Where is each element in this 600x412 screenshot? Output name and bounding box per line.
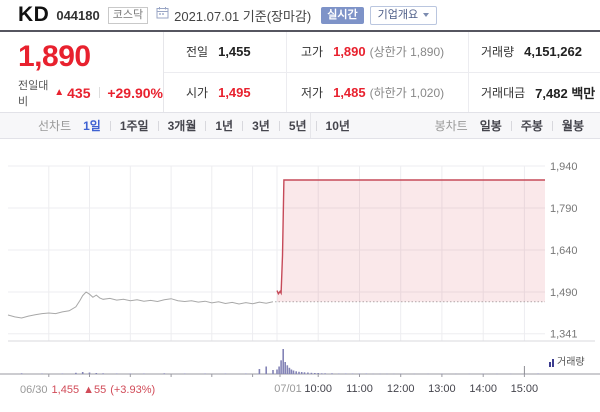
- change-percent: +29.90%: [107, 85, 163, 101]
- company-overview-label: 기업개요: [378, 9, 418, 22]
- stock-code: 044180: [56, 8, 99, 23]
- volume-legend-label: 거래량: [557, 353, 585, 368]
- current-price: 1,890: [18, 41, 163, 73]
- divider: [158, 121, 159, 131]
- divider: [99, 87, 100, 98]
- chevron-down-icon: [423, 13, 429, 17]
- y-axis-label: 1,490: [550, 287, 578, 299]
- limit-down-note: (하한가 1,020): [370, 84, 444, 101]
- trade-value-value: 7,482 백만: [535, 83, 595, 102]
- up-arrow-icon: ▲: [54, 87, 64, 98]
- divider: [552, 121, 553, 131]
- change-label: 전일대비: [18, 77, 51, 109]
- tab-1주일[interactable]: 1주일: [120, 117, 149, 134]
- realtime-badge[interactable]: 실시간: [321, 7, 363, 24]
- volume-value: 4,151,262: [524, 44, 582, 59]
- divider: [316, 121, 317, 131]
- calendar-icon: [156, 6, 169, 24]
- y-axis-label: 1,790: [550, 203, 578, 215]
- tab-월봉[interactable]: 월봉: [562, 117, 584, 134]
- current-day-area: [277, 180, 545, 302]
- change-value: 435: [67, 85, 90, 101]
- line-chart-label: 선차트: [38, 117, 71, 134]
- divider: [110, 121, 111, 131]
- divider: [279, 121, 280, 131]
- x-axis-label: 13:00: [428, 383, 456, 395]
- tab-3년[interactable]: 3년: [252, 117, 270, 134]
- tab-일봉[interactable]: 일봉: [480, 117, 502, 134]
- limit-up-note: (상한가 1,890): [370, 43, 444, 60]
- candle-chart-label: 봉차트: [435, 117, 468, 134]
- volume-legend: 거래량: [549, 353, 585, 368]
- prev-day-line: [8, 292, 273, 318]
- stock-name: KD: [18, 3, 49, 27]
- line-chart-tab-group: 선차트 1일 1주일 3개월 1년 3년 5년 10년: [38, 117, 350, 134]
- x-axis-label: 15:00: [511, 383, 539, 395]
- y-axis-label: 1,940: [550, 161, 578, 173]
- market-badge: 코스닥: [108, 7, 148, 24]
- tab-1일[interactable]: 1일: [83, 117, 101, 134]
- tab-주봉[interactable]: 주봉: [521, 117, 543, 134]
- divider: [205, 121, 206, 131]
- x-axis-label: 10:00: [304, 383, 332, 395]
- tab-5년[interactable]: 5년: [289, 117, 307, 134]
- prev-day-percent: (+3.93%): [110, 384, 155, 396]
- tab-1년[interactable]: 1년: [215, 117, 233, 134]
- prev-day-change: ▲55: [83, 384, 106, 396]
- candle-chart-tab-group: 봉차트 일봉 주봉 월봉: [435, 117, 584, 134]
- stock-header: KD 044180 코스닥 2021.07.01 기준(장마감) 실시간 기업개…: [0, 0, 600, 32]
- base-date-text: 2021.07.01 기준(장마감): [174, 6, 311, 25]
- tab-3개월[interactable]: 3개월: [168, 117, 197, 134]
- x-axis-label: 12:00: [387, 383, 415, 395]
- chart-period-tab-strip: 선차트 1일 1주일 3개월 1년 3년 5년 10년 봉차트 일봉 주봉 월봉: [0, 112, 600, 139]
- high-value: 1,890: [333, 44, 366, 59]
- volume-bar-icon: [549, 359, 554, 368]
- x-axis-label: 14:00: [469, 383, 497, 395]
- prev-day-date: 06/30: [20, 384, 48, 396]
- volume-bars: [21, 349, 539, 374]
- prev-close-value: 1,455: [218, 44, 251, 59]
- x-axis-label: 11:00: [346, 383, 373, 395]
- tab-10년[interactable]: 10년: [326, 117, 350, 134]
- prev-day-close: 1,455: [52, 384, 80, 396]
- current-price-block: 1,890 전일대비 ▲ 435 +29.90%: [0, 32, 163, 112]
- company-overview-button[interactable]: 기업개요: [370, 6, 437, 25]
- prev-day-summary: 06/30 1,455 ▲55 (+3.93%): [20, 384, 155, 396]
- divider: [242, 121, 243, 131]
- y-axis-label: 1,341: [550, 329, 578, 341]
- open-value: 1,495: [218, 85, 251, 100]
- x-axis-label: 07/01: [274, 383, 302, 395]
- y-axis-label: 1,640: [550, 245, 578, 257]
- candle-tabs: 일봉 주봉 월봉: [480, 117, 584, 134]
- low-value: 1,485: [333, 85, 366, 100]
- divider: [511, 121, 512, 131]
- divider: [310, 113, 311, 138]
